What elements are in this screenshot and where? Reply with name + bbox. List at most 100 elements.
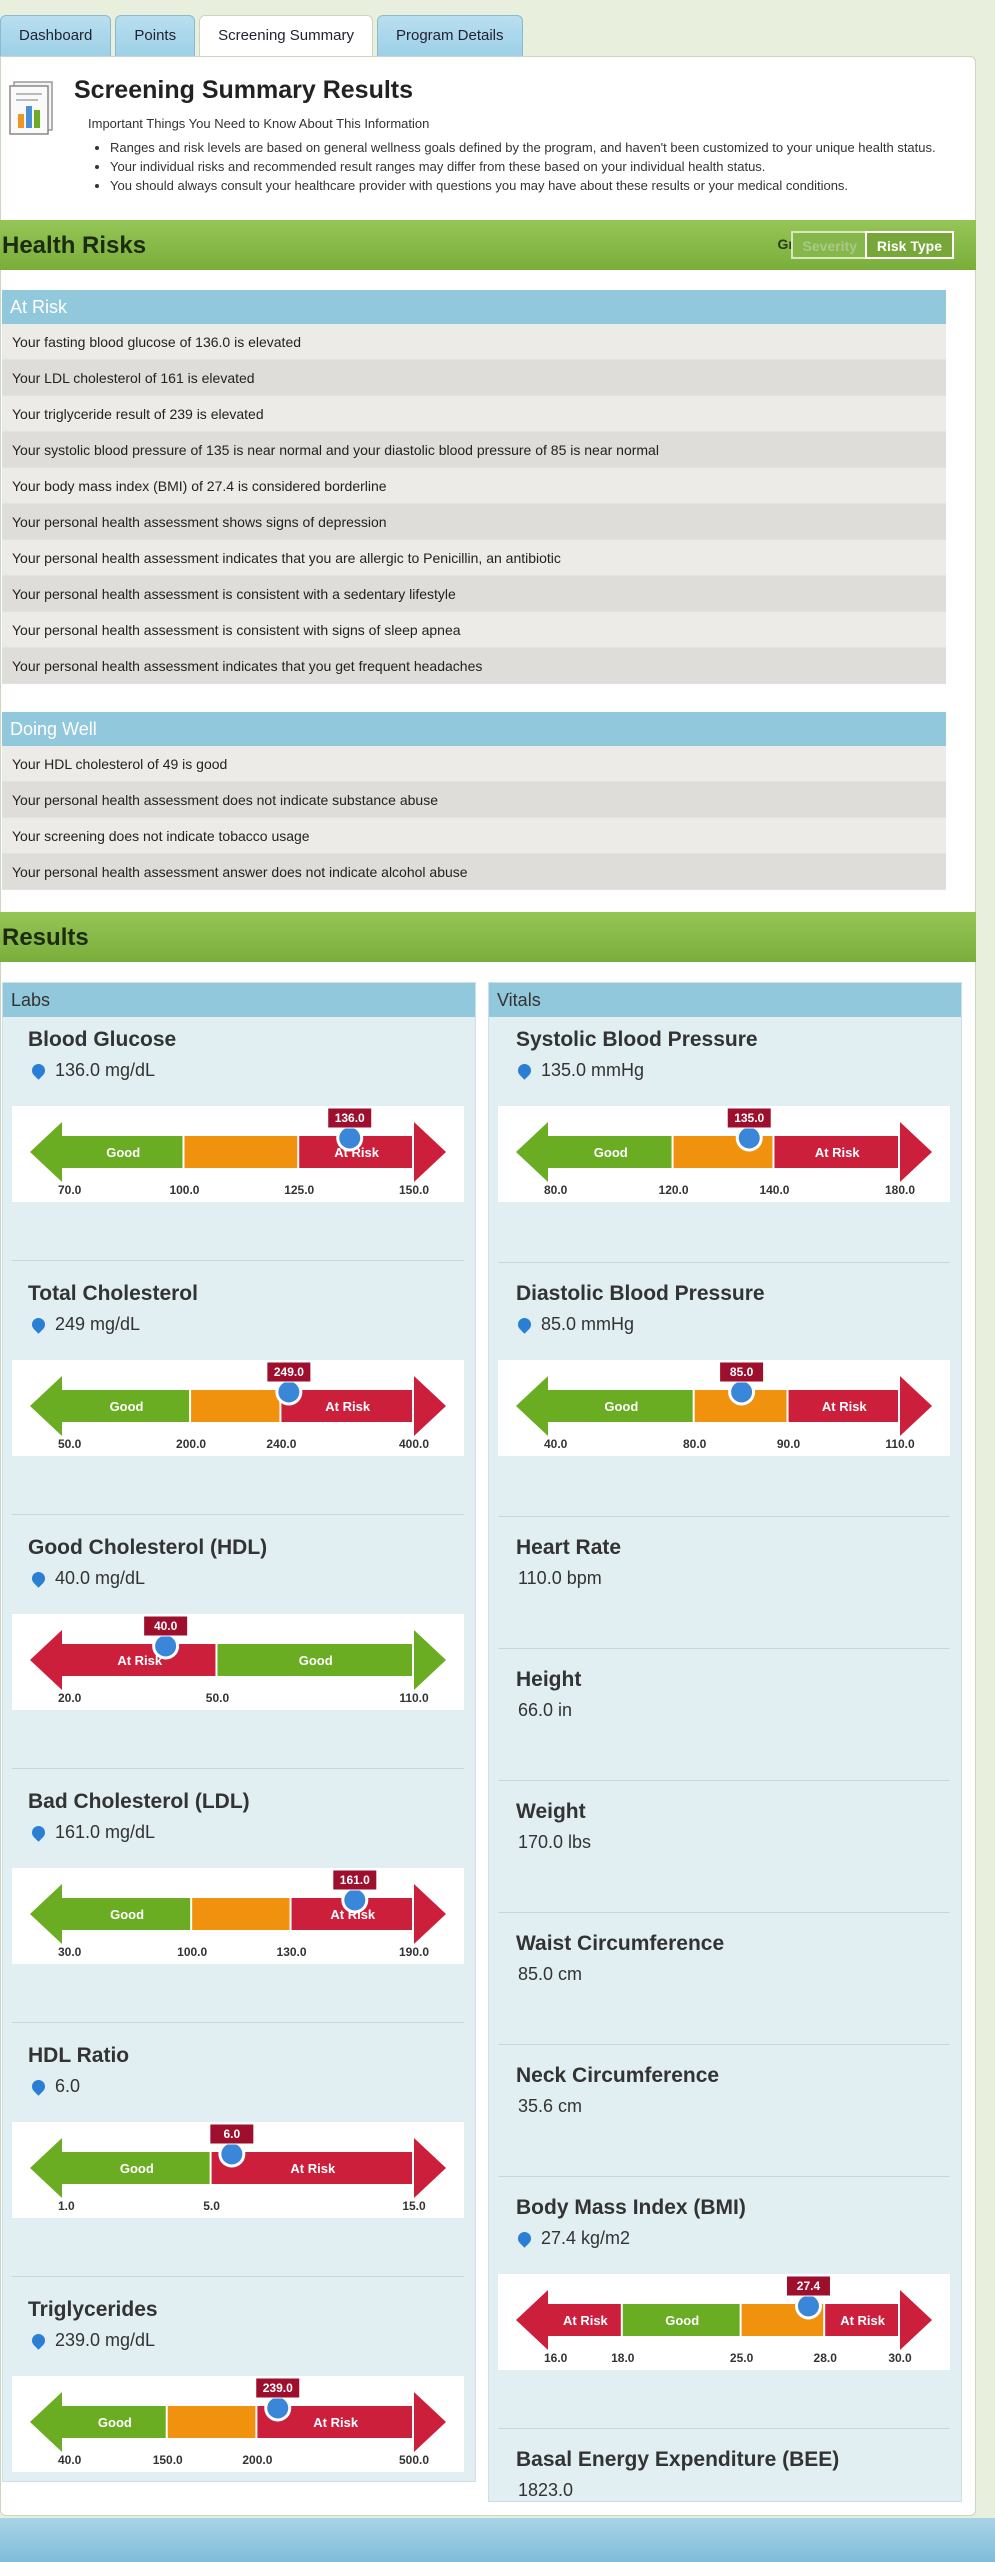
range-segment-green <box>217 1644 412 1676</box>
range-segment-label: Good <box>594 1145 628 1160</box>
scale-tick-label: 125.0 <box>284 1183 314 1197</box>
range-segment-green <box>62 1390 190 1422</box>
range-segment-red <box>825 2304 898 2336</box>
location-pin-icon <box>515 1315 534 1334</box>
location-pin-icon <box>29 2077 48 2096</box>
risk-row: Your fasting blood glucose of 136.0 is e… <box>2 324 946 360</box>
metric-name: HDL Ratio <box>28 2044 130 2067</box>
risk-row: Your body mass index (BMI) of 27.4 is co… <box>2 468 946 504</box>
range-segment-label: Good <box>665 2313 699 2328</box>
metric-name: Systolic Blood Pressure <box>516 1028 758 1051</box>
scale-tick-label: 30.0 <box>58 1945 82 1959</box>
scale-tick-label: 180.0 <box>885 1183 915 1197</box>
risk-row: Your personal health assessment indicate… <box>2 648 946 684</box>
result-marker-label: 135.0 <box>734 1111 764 1125</box>
risk-row: Your triglyceride result of 239 is eleva… <box>2 396 946 432</box>
metric-name: Weight <box>516 1800 586 1823</box>
location-pin-icon <box>515 1061 534 1080</box>
left-arrow-icon <box>30 1122 62 1182</box>
metric-value: 110.0 bpm <box>518 1568 602 1589</box>
vitals-header: Vitals <box>489 983 961 1017</box>
range-scale: Good At Risk 40.0 80.0 90.0 110.0 85.0 <box>498 1360 950 1456</box>
location-pin-icon <box>29 1061 48 1080</box>
range-scale-graphic: Good At Risk 1.0 5.0 15.0 6.0 <box>30 2123 446 2213</box>
metric-value: 35.6 cm <box>518 2096 582 2117</box>
range-segment-green <box>62 2152 210 2184</box>
vitals-column: Vitals <box>488 982 962 2502</box>
scale-tick-label: 30.0 <box>888 2351 912 2365</box>
tab-program-details[interactable]: Program Details <box>376 15 523 57</box>
scale-tick-label: 18.0 <box>611 2351 635 2365</box>
tab-dashboard[interactable]: Dashboard <box>0 15 112 57</box>
page-footer <box>0 2518 995 2562</box>
result-marker: 239.0 <box>255 2377 301 2422</box>
left-arrow-icon <box>30 2138 62 2198</box>
right-arrow-icon <box>414 1630 446 1690</box>
section-divider <box>498 2044 950 2045</box>
risk-row: Your personal health assessment shows si… <box>2 504 946 540</box>
left-arrow-icon <box>30 2392 62 2452</box>
range-segment-red <box>211 2152 412 2184</box>
range-segment-label: At Risk <box>815 1145 861 1160</box>
range-segment-green <box>62 1136 183 1168</box>
result-marker-label: 136.0 <box>335 1111 365 1125</box>
risk-row: Your personal health assessment is consi… <box>2 612 946 648</box>
metric-value-text: 85.0 cm <box>518 1964 583 1984</box>
range-scale: Good At Risk 40.0 150.0 200.0 500.0 239.0 <box>12 2376 464 2472</box>
health-risks-header: Health Risks Group By: Severity Risk Typ… <box>0 220 976 270</box>
scale-tick-label: 150.0 <box>399 1183 429 1197</box>
scale-tick-label: 5.0 <box>203 2199 220 2213</box>
metric-value: 1823.0 <box>518 2480 573 2501</box>
doing-well-row: Your personal health assessment answer d… <box>2 854 946 890</box>
right-arrow-icon <box>414 1122 446 1182</box>
range-segment-green <box>62 1898 191 1930</box>
scale-tick-label: 400.0 <box>399 1437 429 1451</box>
tab-points[interactable]: Points <box>115 15 196 57</box>
disclaimer-item: You should always consult your healthcar… <box>110 176 936 195</box>
range-segment-red <box>548 2304 621 2336</box>
left-arrow-icon <box>30 1630 62 1690</box>
metric-value: 170.0 lbs <box>518 1832 591 1853</box>
group-by-risk-type-button[interactable]: Risk Type <box>864 231 954 259</box>
tab-screening-summary[interactable]: Screening Summary <box>199 15 373 57</box>
metric-name: Good Cholesterol (HDL) <box>28 1536 268 1559</box>
scale-tick-label: 500.0 <box>399 2453 429 2467</box>
metric-value: 85.0 mmHg <box>515 1314 634 1335</box>
metric-name: Blood Glucose <box>28 1028 177 1051</box>
section-divider <box>12 2276 464 2277</box>
range-segment-label: At Risk <box>563 2313 609 2328</box>
range-segment-red <box>788 1390 898 1422</box>
group-by-severity-button[interactable]: Severity <box>790 231 869 259</box>
left-arrow-icon <box>516 2290 548 2350</box>
range-segment-label: At Risk <box>325 1399 371 1414</box>
range-scale: At Risk Good 20.0 50.0 110.0 40.0 <box>12 1614 464 1710</box>
section-divider <box>498 2428 950 2429</box>
scale-tick-label: 15.0 <box>402 2199 426 2213</box>
range-segment-label: At Risk <box>313 2415 359 2430</box>
doing-well-header: Doing Well <box>2 712 946 746</box>
metric-value-text: 66.0 in <box>518 1700 573 1720</box>
scale-tick-label: 1.0 <box>58 2199 75 2213</box>
metric-value-text: 249 mg/dL <box>55 1314 141 1334</box>
scale-tick-label: 90.0 <box>777 1437 801 1451</box>
scale-tick-label: 20.0 <box>58 1691 82 1705</box>
section-divider <box>498 1516 950 1517</box>
location-pin-icon <box>29 1823 48 1842</box>
range-segment-label: Good <box>120 2161 154 2176</box>
page-margin <box>976 0 995 2518</box>
page-title: Screening Summary Results <box>74 76 414 104</box>
metric-value: 40.0 mg/dL <box>29 1568 145 1589</box>
doing-well-row: Your personal health assessment does not… <box>2 782 946 818</box>
scale-tick-label: 80.0 <box>544 1183 568 1197</box>
section-divider <box>498 1262 950 1263</box>
result-marker: 85.0 <box>719 1361 765 1406</box>
metric-value: 249 mg/dL <box>29 1314 141 1335</box>
result-marker: 40.0 <box>143 1615 189 1660</box>
right-arrow-icon <box>414 1376 446 1436</box>
location-pin-icon <box>29 1569 48 1588</box>
scale-tick-label: 200.0 <box>242 2453 272 2467</box>
metric-value: 239.0 mg/dL <box>29 2330 155 2351</box>
range-scale-graphic: Good At Risk 50.0 200.0 240.0 400.0 249.0 <box>30 1361 446 1451</box>
metric-name: Basal Energy Expenditure (BEE) <box>516 2448 840 2471</box>
range-segment-label: Good <box>98 2415 132 2430</box>
